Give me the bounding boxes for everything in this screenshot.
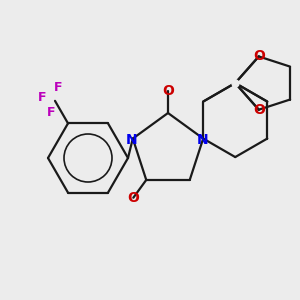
Text: O: O <box>162 84 174 98</box>
Text: N: N <box>196 133 208 147</box>
Text: O: O <box>253 103 265 117</box>
Text: F: F <box>47 106 55 119</box>
Text: F: F <box>38 91 46 104</box>
Text: O: O <box>253 50 265 63</box>
Text: F: F <box>54 81 62 94</box>
Text: O: O <box>128 191 139 205</box>
Text: N: N <box>126 133 138 147</box>
